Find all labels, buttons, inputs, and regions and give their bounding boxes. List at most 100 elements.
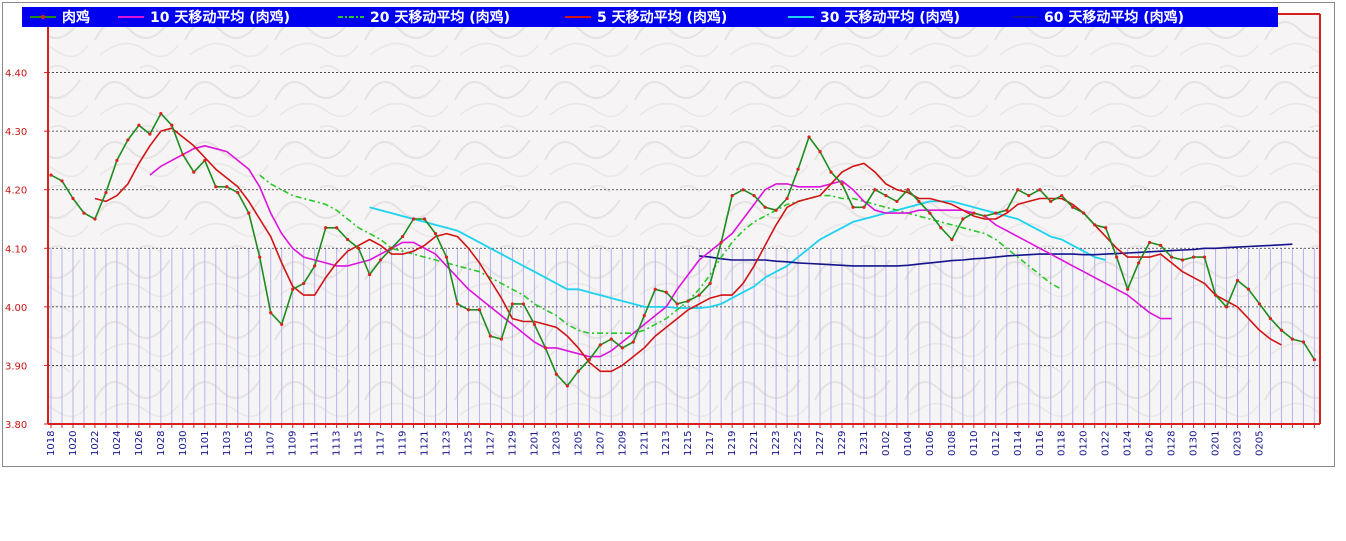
price-point	[1082, 211, 1086, 215]
x-tick-label: 1020	[68, 431, 79, 456]
price-point	[455, 302, 460, 306]
price-point	[444, 255, 449, 259]
x-tick-label: 0104	[903, 431, 914, 456]
x-tick-label: 0118	[1057, 431, 1068, 456]
price-point	[686, 299, 690, 303]
x-tick-label: 1030	[178, 431, 189, 456]
x-tick-label: 1229	[837, 431, 848, 456]
price-point	[1137, 261, 1141, 265]
x-tick-label: 1105	[244, 431, 255, 456]
legend-label: 10 天移动平均 (肉鸡)	[150, 9, 290, 26]
price-point	[126, 138, 130, 142]
price-point	[49, 173, 53, 177]
price-point	[477, 308, 482, 312]
x-tick-label: 0116	[1035, 431, 1046, 456]
price-point	[313, 264, 317, 268]
price-point	[1257, 302, 1262, 306]
price-point	[961, 217, 965, 221]
y-tick-label: 3.80	[5, 420, 27, 431]
x-tick-label: 1119	[398, 431, 409, 456]
price-point	[851, 205, 855, 209]
price-point	[642, 314, 646, 318]
x-tick-label: 1026	[134, 431, 145, 456]
price-point	[1027, 193, 1031, 198]
legend-label: 肉鸡	[62, 9, 90, 26]
price-point	[280, 322, 284, 327]
price-point	[928, 211, 932, 215]
price-point	[829, 170, 833, 174]
price-point	[148, 132, 152, 136]
x-tick-label: 0102	[881, 431, 892, 456]
x-tick-label: 0108	[947, 431, 958, 456]
x-tick-label: 1219	[727, 431, 738, 456]
price-point	[741, 188, 745, 192]
price-point	[400, 234, 405, 239]
price-point	[302, 281, 306, 286]
price-point	[1049, 199, 1053, 204]
price-point	[225, 185, 229, 189]
price-point	[291, 287, 295, 291]
x-tick-label: 0122	[1101, 431, 1112, 456]
price-point	[411, 217, 416, 221]
price-point	[367, 273, 372, 277]
x-tick-label: 0130	[1189, 431, 1200, 456]
volume-bars	[50, 248, 1315, 424]
series-price-line	[50, 112, 1316, 387]
x-tick-label: 1211	[639, 431, 650, 456]
x-tick-label: 1022	[90, 431, 101, 456]
x-tick-label: 1024	[112, 431, 123, 456]
axes: 4.40 4.30 4.20 4.10 4.00 3.90 3.80 1018 1020 1022…	[5, 13, 1321, 456]
price-point	[774, 208, 778, 212]
x-tick-label: 0126	[1145, 431, 1156, 456]
price-point	[1279, 328, 1284, 332]
price-point	[1005, 208, 1009, 212]
price-point	[521, 302, 526, 306]
price-point	[1104, 226, 1108, 230]
price-point	[378, 258, 383, 262]
series-ma60-line	[699, 243, 1293, 267]
price-point	[653, 287, 657, 291]
price-point	[181, 152, 185, 157]
x-tick-label: 0114	[1013, 431, 1024, 456]
price-point	[884, 193, 888, 198]
price-point	[1235, 278, 1240, 283]
price-point	[917, 199, 921, 204]
x-tick-label: 1125	[463, 431, 474, 456]
x-tick-label: 1201	[529, 431, 540, 456]
x-tick-label: 1117	[376, 431, 387, 456]
x-tick-label: 1115	[354, 431, 365, 456]
price-point	[818, 150, 822, 154]
price-point	[214, 185, 218, 189]
price-point	[554, 372, 558, 376]
y-tick-label: 4.30	[5, 127, 27, 138]
x-tick-label: 1227	[815, 431, 826, 456]
y-tick-label: 4.40	[5, 69, 27, 80]
price-point	[236, 191, 240, 195]
price-point	[719, 240, 723, 245]
price-point	[950, 237, 954, 242]
price-point	[598, 343, 602, 347]
legend-swatch-dot	[41, 15, 45, 19]
series-ma10-line	[149, 145, 1172, 358]
x-tick-label: 1221	[749, 431, 760, 456]
x-tick-label: 1213	[661, 431, 672, 456]
x-tick-label: 0112	[991, 431, 1002, 456]
price-point	[1213, 293, 1218, 297]
x-tick-label: 1127	[485, 431, 496, 456]
x-tick-label: 0205	[1254, 431, 1265, 456]
price-point	[620, 346, 624, 350]
x-tick-label: 1215	[683, 431, 694, 456]
price-point	[1126, 287, 1130, 291]
x-tick-label: 1101	[200, 431, 211, 456]
x-tick-label: 0203	[1233, 431, 1244, 456]
price-point	[1224, 305, 1229, 309]
price-point	[576, 369, 580, 373]
price-point	[192, 170, 196, 174]
price-point	[994, 211, 998, 215]
price-point	[510, 302, 515, 306]
series-ma30-line	[369, 200, 1106, 309]
price-point	[1202, 255, 1207, 259]
price-point	[664, 290, 668, 294]
price-point	[335, 226, 339, 230]
price-point	[697, 293, 701, 297]
